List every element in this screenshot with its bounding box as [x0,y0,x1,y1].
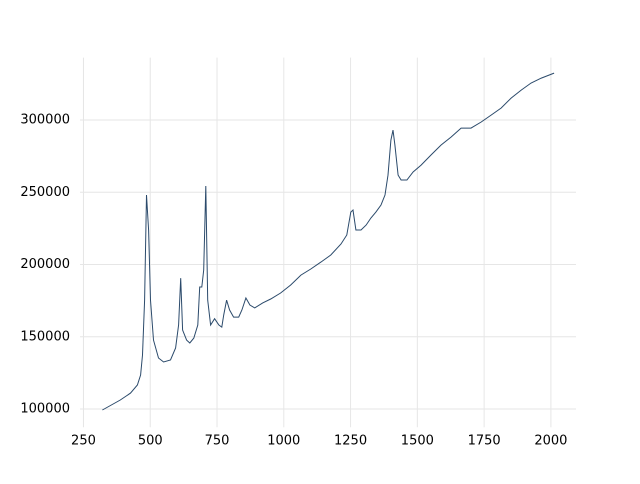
x-tick-label: 250 [71,434,96,449]
x-tick-label: 1250 [334,434,367,449]
line [102,72,555,411]
y-tick-label: 200000 [20,257,70,272]
x-tick-label: 2000 [534,434,567,449]
y-tick-label: 250000 [20,185,70,200]
x-tick-label: 1500 [401,434,434,449]
x-tick-label: 1000 [267,434,300,449]
y-tick-label: 150000 [20,329,70,344]
y-tick-label: 300000 [20,113,70,128]
x-tick-label: 500 [138,434,163,449]
x-tick-label: 750 [205,434,230,449]
x-tick-label: 1750 [468,434,501,449]
y-tick-label: 100000 [20,401,70,416]
